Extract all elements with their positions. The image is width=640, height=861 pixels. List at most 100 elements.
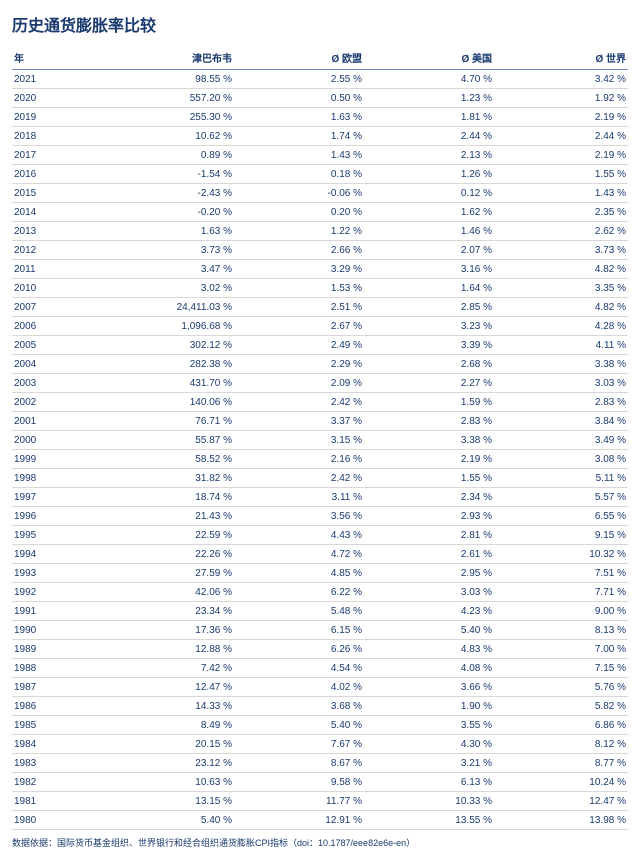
cell-25-4: 10.32 % bbox=[494, 545, 628, 564]
cell-38-3: 10.33 % bbox=[364, 792, 494, 811]
cell-10-3: 3.16 % bbox=[364, 260, 494, 279]
cell-31-4: 7.15 % bbox=[494, 659, 628, 678]
table-row: 2020557.20 %0.50 %1.23 %1.92 % bbox=[12, 89, 628, 108]
cell-18-0: 2001 bbox=[12, 412, 64, 431]
cell-39-3: 13.55 % bbox=[364, 811, 494, 830]
cell-0-0: 2021 bbox=[12, 70, 64, 89]
cell-10-4: 4.82 % bbox=[494, 260, 628, 279]
cell-15-2: 2.29 % bbox=[234, 355, 364, 374]
cell-4-2: 1.43 % bbox=[234, 146, 364, 165]
cell-29-4: 8.13 % bbox=[494, 621, 628, 640]
table-header: 年津巴布韦Ø 欧盟Ø 美国Ø 世界 bbox=[12, 46, 628, 70]
cell-31-3: 4.08 % bbox=[364, 659, 494, 678]
cell-5-1: -1.54 % bbox=[64, 165, 234, 184]
cell-12-0: 2007 bbox=[12, 298, 64, 317]
table-row: 19805.40 %12.91 %13.55 %13.98 % bbox=[12, 811, 628, 830]
cell-17-4: 2.83 % bbox=[494, 393, 628, 412]
cell-29-0: 1990 bbox=[12, 621, 64, 640]
cell-32-3: 3.66 % bbox=[364, 678, 494, 697]
cell-30-3: 4.83 % bbox=[364, 640, 494, 659]
cell-2-2: 1.63 % bbox=[234, 108, 364, 127]
cell-25-1: 22.26 % bbox=[64, 545, 234, 564]
cell-4-4: 2.19 % bbox=[494, 146, 628, 165]
cell-23-2: 3.56 % bbox=[234, 507, 364, 526]
cell-36-1: 23.12 % bbox=[64, 754, 234, 773]
table-body: 202198.55 %2.55 %4.70 %3.42 %2020557.20 … bbox=[12, 70, 628, 830]
cell-0-4: 3.42 % bbox=[494, 70, 628, 89]
cell-27-4: 7.71 % bbox=[494, 583, 628, 602]
cell-13-1: 1,096.68 % bbox=[64, 317, 234, 336]
cell-35-2: 7.67 % bbox=[234, 735, 364, 754]
cell-16-4: 3.03 % bbox=[494, 374, 628, 393]
cell-16-2: 2.09 % bbox=[234, 374, 364, 393]
cell-0-3: 4.70 % bbox=[364, 70, 494, 89]
cell-11-0: 2010 bbox=[12, 279, 64, 298]
cell-20-4: 3.08 % bbox=[494, 450, 628, 469]
cell-3-3: 2.44 % bbox=[364, 127, 494, 146]
cell-13-3: 3.23 % bbox=[364, 317, 494, 336]
cell-19-2: 3.15 % bbox=[234, 431, 364, 450]
cell-4-0: 2017 bbox=[12, 146, 64, 165]
cell-0-1: 98.55 % bbox=[64, 70, 234, 89]
table-row: 2016-1.54 %0.18 %1.26 %1.55 % bbox=[12, 165, 628, 184]
cell-11-2: 1.53 % bbox=[234, 279, 364, 298]
cell-26-0: 1993 bbox=[12, 564, 64, 583]
cell-16-1: 431.70 % bbox=[64, 374, 234, 393]
cell-28-2: 5.48 % bbox=[234, 602, 364, 621]
cell-18-3: 2.83 % bbox=[364, 412, 494, 431]
table-row: 199123.34 %5.48 %4.23 %9.00 % bbox=[12, 602, 628, 621]
cell-14-2: 2.49 % bbox=[234, 336, 364, 355]
cell-1-4: 1.92 % bbox=[494, 89, 628, 108]
cell-26-1: 27.59 % bbox=[64, 564, 234, 583]
cell-11-1: 3.02 % bbox=[64, 279, 234, 298]
table-row: 2014-0.20 %0.20 %1.62 %2.35 % bbox=[12, 203, 628, 222]
page-title: 历史通货膨胀率比较 bbox=[12, 12, 628, 36]
col-header-4: Ø 世界 bbox=[494, 46, 628, 70]
table-row: 198614.33 %3.68 %1.90 %5.82 % bbox=[12, 697, 628, 716]
cell-15-0: 2004 bbox=[12, 355, 64, 374]
table-row: 201810.62 %1.74 %2.44 %2.44 % bbox=[12, 127, 628, 146]
cell-38-1: 13.15 % bbox=[64, 792, 234, 811]
cell-7-2: 0.20 % bbox=[234, 203, 364, 222]
col-header-1: 津巴布韦 bbox=[64, 46, 234, 70]
cell-7-0: 2014 bbox=[12, 203, 64, 222]
cell-37-3: 6.13 % bbox=[364, 773, 494, 792]
cell-5-4: 1.55 % bbox=[494, 165, 628, 184]
cell-29-1: 17.36 % bbox=[64, 621, 234, 640]
cell-10-0: 2011 bbox=[12, 260, 64, 279]
cell-14-3: 3.39 % bbox=[364, 336, 494, 355]
cell-20-3: 2.19 % bbox=[364, 450, 494, 469]
cell-28-4: 9.00 % bbox=[494, 602, 628, 621]
table-row: 199831.82 %2.42 %1.55 %5.11 % bbox=[12, 469, 628, 488]
cell-34-4: 6.86 % bbox=[494, 716, 628, 735]
cell-15-1: 282.38 % bbox=[64, 355, 234, 374]
cell-6-0: 2015 bbox=[12, 184, 64, 203]
cell-37-4: 10.24 % bbox=[494, 773, 628, 792]
cell-7-1: -0.20 % bbox=[64, 203, 234, 222]
cell-29-3: 5.40 % bbox=[364, 621, 494, 640]
cell-27-0: 1992 bbox=[12, 583, 64, 602]
cell-19-4: 3.49 % bbox=[494, 431, 628, 450]
cell-34-1: 8.49 % bbox=[64, 716, 234, 735]
cell-2-1: 255.30 % bbox=[64, 108, 234, 127]
cell-15-4: 3.38 % bbox=[494, 355, 628, 374]
cell-22-3: 2.34 % bbox=[364, 488, 494, 507]
cell-12-3: 2.85 % bbox=[364, 298, 494, 317]
cell-34-3: 3.55 % bbox=[364, 716, 494, 735]
cell-33-0: 1986 bbox=[12, 697, 64, 716]
table-row: 2002140.06 %2.42 %1.59 %2.83 % bbox=[12, 393, 628, 412]
cell-23-4: 6.55 % bbox=[494, 507, 628, 526]
cell-36-4: 8.77 % bbox=[494, 754, 628, 773]
cell-7-3: 1.62 % bbox=[364, 203, 494, 222]
cell-10-2: 3.29 % bbox=[234, 260, 364, 279]
cell-3-4: 2.44 % bbox=[494, 127, 628, 146]
cell-39-1: 5.40 % bbox=[64, 811, 234, 830]
cell-18-2: 3.37 % bbox=[234, 412, 364, 431]
cell-27-2: 6.22 % bbox=[234, 583, 364, 602]
cell-5-2: 0.18 % bbox=[234, 165, 364, 184]
table-row: 199422.26 %4.72 %2.61 %10.32 % bbox=[12, 545, 628, 564]
cell-20-1: 58.52 % bbox=[64, 450, 234, 469]
cell-8-0: 2013 bbox=[12, 222, 64, 241]
cell-9-2: 2.66 % bbox=[234, 241, 364, 260]
table-row: 2004282.38 %2.29 %2.68 %3.38 % bbox=[12, 355, 628, 374]
